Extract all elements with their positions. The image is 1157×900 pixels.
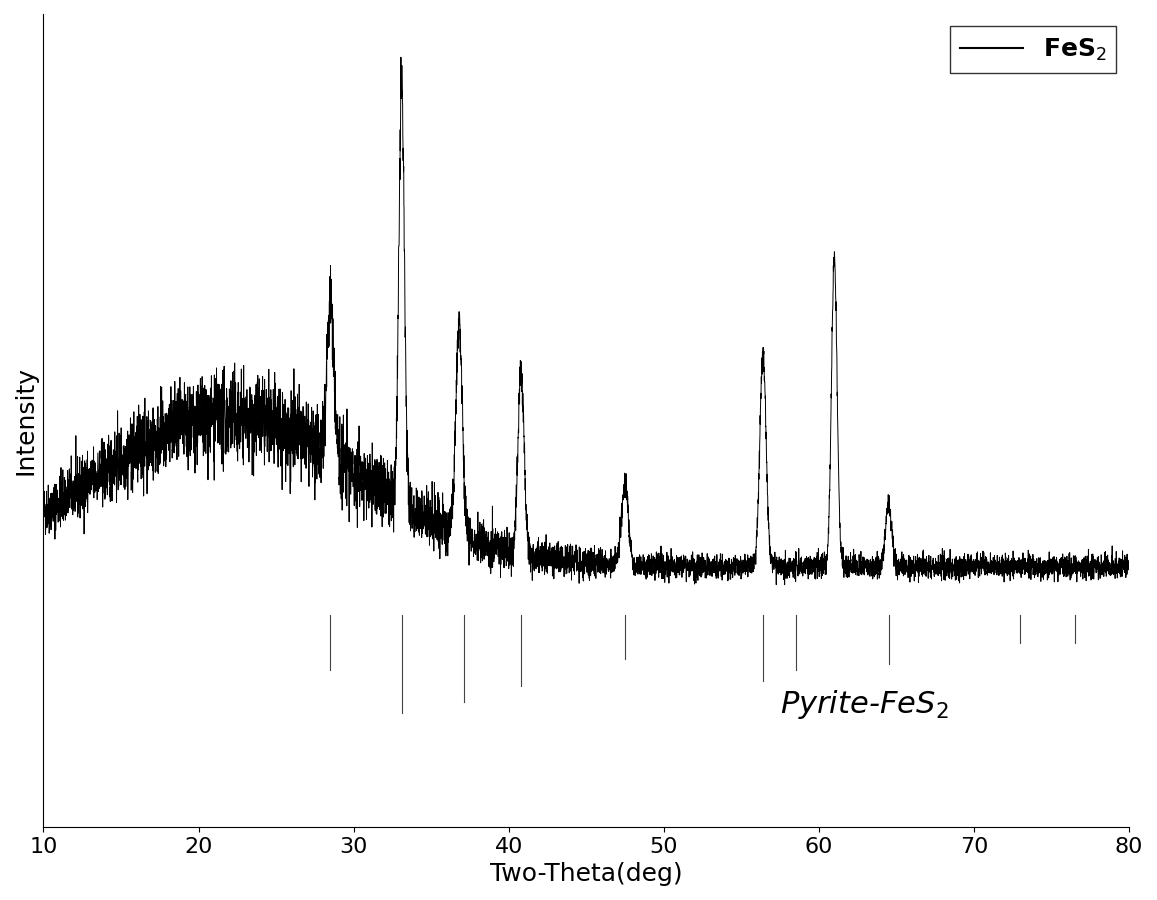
- Y-axis label: Intensity: Intensity: [14, 366, 38, 475]
- Legend: FeS$_2$: FeS$_2$: [950, 26, 1117, 73]
- Text: Pyrite-FeS$_2$: Pyrite-FeS$_2$: [780, 688, 949, 721]
- X-axis label: Two-Theta(deg): Two-Theta(deg): [489, 862, 683, 886]
